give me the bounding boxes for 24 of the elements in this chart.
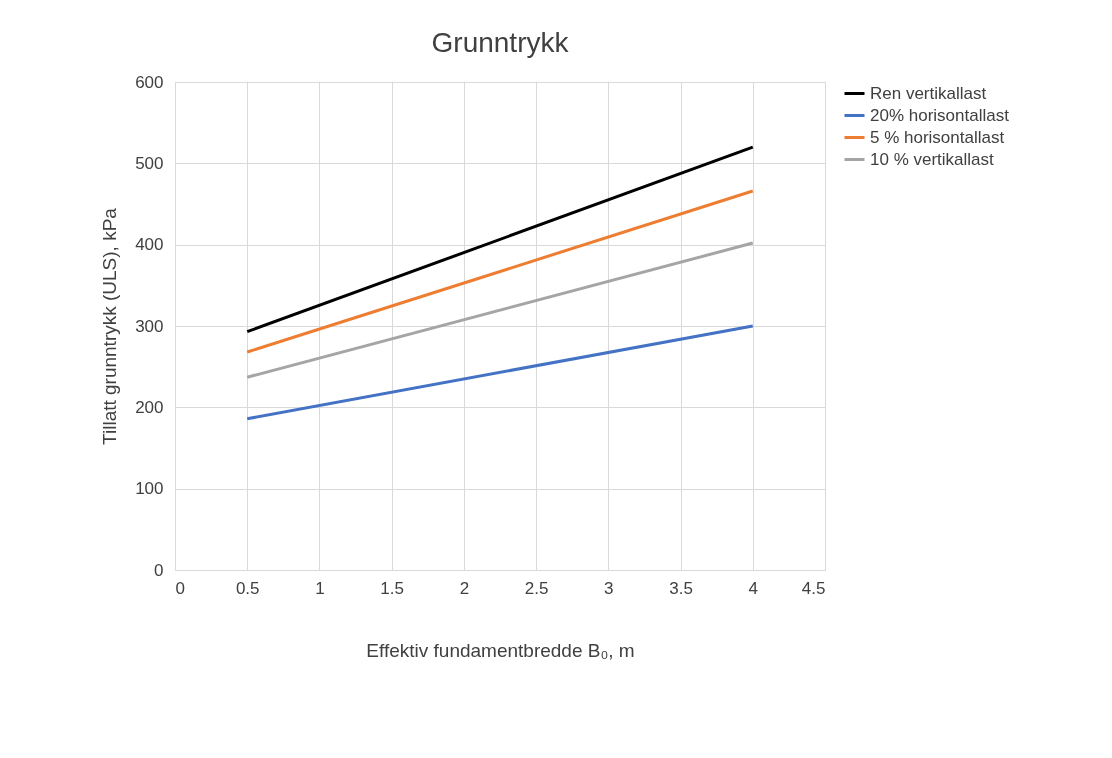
y-tick-label: 100	[135, 479, 164, 499]
chart-title: Grunntrykk	[431, 27, 570, 58]
x-tick-label: 3	[604, 578, 614, 598]
x-tick-label: 3.5	[669, 578, 693, 598]
x-tick-label: 4.5	[801, 578, 826, 598]
x-tick-label: 4	[748, 578, 759, 598]
x-tick-label: 1	[315, 578, 325, 598]
legend-label: 20% horisontallast	[870, 105, 1010, 125]
x-tick-label: 2	[459, 578, 470, 598]
y-tick-label: 200	[135, 397, 164, 417]
y-tick-label: 600	[135, 72, 164, 92]
y-tick-label: 400	[135, 235, 164, 255]
x-tick-label: 0	[175, 578, 185, 598]
legend-label: 5 % horisontallast	[870, 127, 1005, 147]
x-tick-label: 0.5	[235, 578, 260, 598]
y-tick-label: 300	[135, 316, 164, 336]
legend-label: Ren vertikallast	[870, 83, 987, 103]
x-axis-title: Effektiv fundamentbredde B₀, m	[366, 639, 635, 661]
y-tick-label: 0	[154, 560, 164, 580]
x-tick-label: 2.5	[524, 578, 549, 598]
legend-label: 10 % vertikallast	[870, 149, 995, 169]
x-tick-label: 1.5	[380, 578, 404, 598]
y-axis-title: Tillatt grunntrykk (ULS), kPa	[99, 207, 121, 445]
y-tick-label: 500	[135, 153, 164, 173]
